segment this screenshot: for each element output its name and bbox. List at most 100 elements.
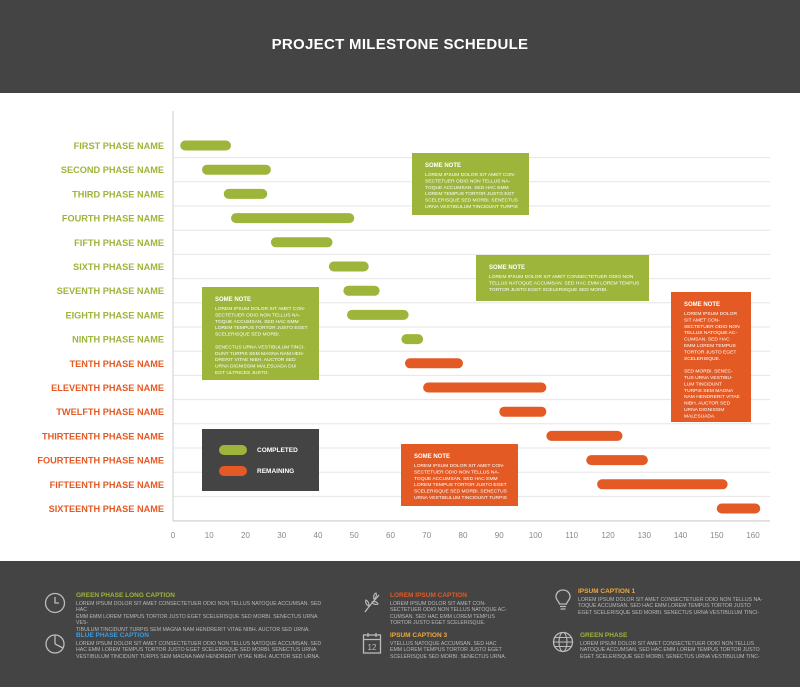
note-line: TORTOR JUSTO EGET [684,349,736,355]
task-bar [499,406,547,417]
task-label: THIRTEENTH PHASE NAME [42,431,164,441]
note-line: URNA VESTIBULUM TINCIDUNT TURPIS [425,204,519,210]
task-bar [328,261,369,272]
note-line: LOREM IPSUM DOLOR SIT AMET CON- [425,172,516,178]
note-line: MALESUADA. [684,413,716,419]
legend-label-remaining: REMAINING [257,468,294,475]
note-line: LOREM TEMPUS TORTOR JUSTO EGET [215,325,308,331]
x-tick-label: 70 [422,531,431,540]
note-box [476,255,649,301]
task-bar [343,285,380,296]
x-tick-label: 30 [277,531,286,540]
caption-line: LOREM IPSUM DOLOR SIT AMET CONSECTETUER … [76,641,322,647]
task-bar [347,309,409,320]
legend-swatch-remaining [219,466,247,476]
note-title: SOME NOTE [215,297,251,303]
task-bar [401,334,424,345]
note-line: SED MORBI. SENEC- [684,369,733,375]
legend-box [202,429,319,491]
x-tick-label: 140 [674,531,688,540]
x-tick-label: 60 [386,531,395,540]
caption-line: TOQUE ACCUMSAN. SED HAC EMM LOREM TEMPUS… [578,603,751,610]
note-line: TELLUS NATOQUE ACCUMSAN. SED HAC EMM LOR… [489,280,640,286]
caption-line: SECTETUER ODIO NON TELLUS NATOQUE AC- [390,607,507,614]
x-tick-label: 90 [495,531,504,540]
task-label: SECOND PHASE NAME [61,165,164,175]
caption-line: LOREM IPSUM DOLOR SIT AMET CONSECTETUER … [578,597,763,603]
caption-line: EMM EMM LOREM TEMPUS TORTOR JUSTO EGET S… [76,613,318,627]
caption-line: CUMSAN. SED HAC EMM LOREM TEMPUS [390,613,495,620]
note-line: TURPIS SEM MAGNA [684,388,734,394]
task-label: FIRST PHASE NAME [74,141,164,151]
x-tick-label: 50 [350,531,359,540]
task-label: SEVENTH PHASE NAME [57,286,164,296]
note-line: TOQUE ACCUMSAN. SED HAC EMM [414,476,498,482]
x-tick-label: 150 [710,531,724,540]
caption-title: GREEN PHASE [580,632,628,639]
task-bar [597,479,728,490]
page-title: PROJECT MILESTONE SCHEDULE [271,36,529,53]
note-title: SOME NOTE [489,265,525,271]
note-line: TOQUE ACCUMSAN. SED HAC EMM [215,319,299,325]
task-label: TWELFTH PHASE NAME [56,407,164,417]
task-bar [423,382,547,393]
caption-title: BLUE PHASE CAPTION [76,632,149,639]
task-bar [405,358,463,369]
note-title: SOME NOTE [414,454,450,460]
x-tick-label: 20 [241,531,250,540]
note-line: LOREM IPSUM DOLOR [684,311,737,317]
note-box [671,292,751,422]
globe-icon [552,631,574,653]
clock-icon [44,592,66,614]
legend-swatch-completed [219,445,247,455]
task-label: FIFTH PHASE NAME [74,238,164,248]
x-tick-label: 110 [565,531,578,540]
note-title: SOME NOTE [684,302,720,308]
legend-label-completed: COMPLETED [257,447,298,454]
caption-line: LOREM IPSUM DOLOR SIT AMET CONSECTETUER … [76,601,322,614]
task-label: NINTH PHASE NAME [72,335,164,345]
note-box [412,153,529,215]
caption-ipsum-3: IPSUM CAPTION 3 VTELLUS NATOQUE ACCUMSAN… [390,632,520,660]
note-line: URNA DIGNISSIM MALESUADA DUI [215,364,297,370]
note-line: SENECTUS URNA VESTIBULUM TINCI- [215,344,305,350]
note-line: SECTETUER ODIO NON TELLUS NA- [215,312,301,318]
x-tick-label: 120 [601,531,615,540]
caption-line: SCELERISQUE SED MORBI. SENECTUS URNA. [390,653,507,660]
note-line: LOREM IPSUM DOLOR SIT AMET CONSECTETUER … [489,274,634,280]
note-line: SECTETUER ODIO NON [684,324,740,330]
gantt-chart: 0 10 20 30 40 50 60 70 80 90 100 110 120 130 140 150 160… [37,111,770,540]
pie-chart-icon [45,634,65,654]
x-tick-label: 130 [638,531,652,540]
note-line: NAM HENDRERIT VITAE [684,394,741,400]
note-line: SECTETUER ODIO NON TELLUS NA- [425,178,511,184]
caption-title: IPSUM CAPTION 3 [390,632,448,639]
note-line: EGT ULTRICES JUSTO. [215,370,269,376]
caption-line: VTELLUS NATOQUE ACCUMSAN. SED HAC [390,641,497,647]
note-line: SECTETUER ODIO NON TELLUS NA- [414,469,500,475]
task-label: FOURTH PHASE NAME [62,214,164,224]
x-tick-label: 0 [171,531,176,540]
caption-green-long: GREEN PHASE LONG CAPTION LOREM IPSUM DOL… [76,592,326,633]
task-label: EIGHTH PHASE NAME [65,310,164,320]
task-label: FIFTEENTH PHASE NAME [50,480,164,490]
task-bar [180,140,231,151]
task-bar [716,503,761,514]
x-tick-label: 80 [459,531,468,540]
note-line: DRERIT VITAE NIBH. AUCTOR SED [215,357,296,363]
caption-line: EGET SCELERISQUE SED MORBI. SENECTUS URN… [580,653,760,660]
caption-green-phase: GREEN PHASE LOREM IPSUM DOLOR SIT AMET C… [580,632,780,660]
note-line: SCELERISQUE SED MORBI. [215,332,280,338]
caption-line: HAC EMM LOREM TEMPUS TORTOR JUSTO EGET S… [76,647,317,654]
chart-area: 0 10 20 30 40 50 60 70 80 90 100 110 120 130 140 150 160… [0,93,800,561]
caption-line: LOREM IPSUM DOLOR SIT AMET CON- [390,601,486,607]
task-bar [223,188,268,199]
note-line: LUM TINCIDUNT [684,381,722,387]
caption-title: LOREM IPSUM CAPTION [390,592,467,599]
calendar-day: 12 [368,643,377,652]
note-line: DUNT TURPIS SEM MAGNA NAM HEN- [215,351,305,357]
caption-title: GREEN PHASE LONG CAPTION [76,592,175,599]
note-line: LOREM IPSUM DOLOR SIT AMET CON- [414,463,505,469]
caption-line: NATOQUE ACCUMSAN. SED HAC EMM LOREM TEMP… [580,647,760,654]
note-box [202,287,319,380]
